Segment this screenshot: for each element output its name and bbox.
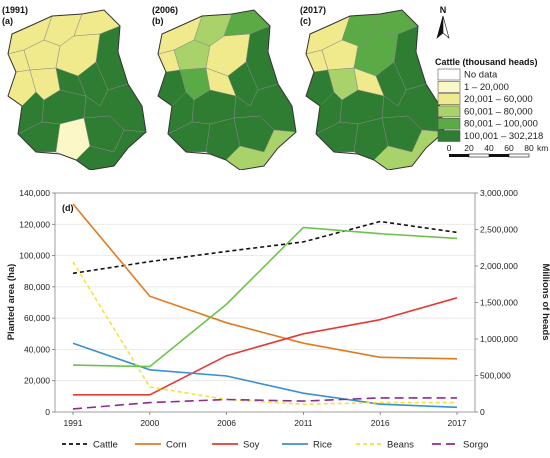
legend-label: 100,001 – 302,218	[464, 131, 543, 142]
legend-swatch	[437, 81, 461, 93]
legend-swatch	[437, 68, 461, 81]
map-year: (1991)	[2, 5, 28, 15]
series-line	[72, 203, 458, 360]
map-year: (2006)	[152, 5, 178, 15]
x-tick-label: 2017	[448, 418, 467, 428]
y-tick-label: 60,000	[24, 313, 50, 323]
y-tick-label: 140,000	[19, 188, 50, 198]
map-panel-label: (c)	[300, 16, 311, 26]
y-axis-right-label: Millions of heads	[540, 263, 550, 340]
y-right-tick-label: 1,000,000	[480, 334, 518, 344]
north-arrow-icon: N	[436, 5, 450, 39]
legend-label: No data	[464, 70, 498, 81]
series-line	[73, 297, 458, 396]
y-right-tick-label: 2,500,000	[480, 225, 518, 235]
y-axis-label: Planted area (ha)	[6, 264, 17, 341]
planted-area-chart: (d) Planted area (ha) Millions of heads …	[6, 188, 550, 451]
scale-segment	[449, 154, 469, 157]
cattle-map: (2017)(c)	[300, 5, 445, 170]
y-right-tick-label: 3,000,000	[480, 188, 518, 198]
map-panel-label: (b)	[152, 16, 164, 26]
map-year: (2017)	[300, 5, 326, 15]
cattle-map: (2006)(b)	[152, 5, 297, 170]
scale-tick: 80	[524, 143, 534, 153]
legend-label: Soy	[243, 440, 260, 451]
y-right-tick-label: 0	[480, 407, 485, 417]
scale-bar: 0 20 40 60 80 km	[447, 143, 548, 158]
y-right-tick-label: 1,500,000	[480, 298, 518, 308]
legend-swatch	[437, 105, 461, 118]
legend-label: 80,001 – 100,000	[464, 119, 538, 130]
series-line	[72, 226, 458, 368]
x-tick-label: 2000	[140, 418, 159, 428]
legend-swatch	[437, 117, 461, 130]
y-tick-label: 20,000	[24, 376, 50, 386]
north-label: N	[440, 5, 447, 15]
cattle-map: (1991)(a)	[2, 5, 147, 170]
y-tick-label: 0	[45, 407, 50, 417]
series-line	[72, 397, 457, 410]
map-panels: (1991)(a)(2006)(b)(2017)(c)	[2, 5, 445, 170]
legend-label: 60,001 – 80,000	[464, 106, 533, 117]
legend-swatch	[437, 130, 461, 142]
chart-legend: Cattle Corn Soy Rice Beans Sorgo	[62, 440, 488, 451]
scale-unit: km	[537, 143, 548, 153]
legend-label: Beans	[387, 440, 414, 451]
series-line	[72, 220, 458, 275]
legend-label: 20,001 – 60,000	[464, 94, 533, 105]
legend-label: Cattle	[93, 440, 118, 451]
x-tick-label: 2011	[294, 418, 313, 428]
scale-tick: 40	[484, 143, 494, 153]
scale-tick: 0	[447, 143, 452, 153]
y-tick-label: 120,000	[19, 219, 50, 229]
x-tick-label: 2016	[371, 418, 390, 428]
scale-segment	[468, 153, 490, 158]
map-legend-title: Cattle (thousand heads)	[435, 57, 538, 67]
legend-label: Sorgo	[463, 440, 488, 451]
x-tick-label: 1991	[64, 418, 83, 428]
legend-swatch	[437, 93, 461, 105]
legend-label: 1 – 20,000	[464, 82, 509, 93]
cattle-maps: (1991)(a)(2006)(b)(2017)(c) N Cattle (th…	[2, 5, 548, 170]
map-panel-label: (a)	[2, 16, 13, 26]
scale-segment	[508, 153, 530, 158]
scale-tick: 60	[504, 143, 514, 153]
legend-label: Corn	[166, 440, 187, 451]
scale-tick: 20	[464, 143, 474, 153]
panel-label: (d)	[62, 203, 74, 213]
y-tick-label: 100,000	[19, 251, 50, 261]
y-tick-label: 80,000	[24, 282, 50, 292]
y-right-tick-label: 2,000,000	[480, 261, 518, 271]
y-right-tick-label: 500,000	[480, 371, 511, 381]
x-tick-label: 2006	[217, 418, 236, 428]
legend-label: Rice	[313, 440, 332, 451]
y-tick-label: 40,000	[24, 344, 50, 354]
scale-segment	[489, 154, 509, 157]
